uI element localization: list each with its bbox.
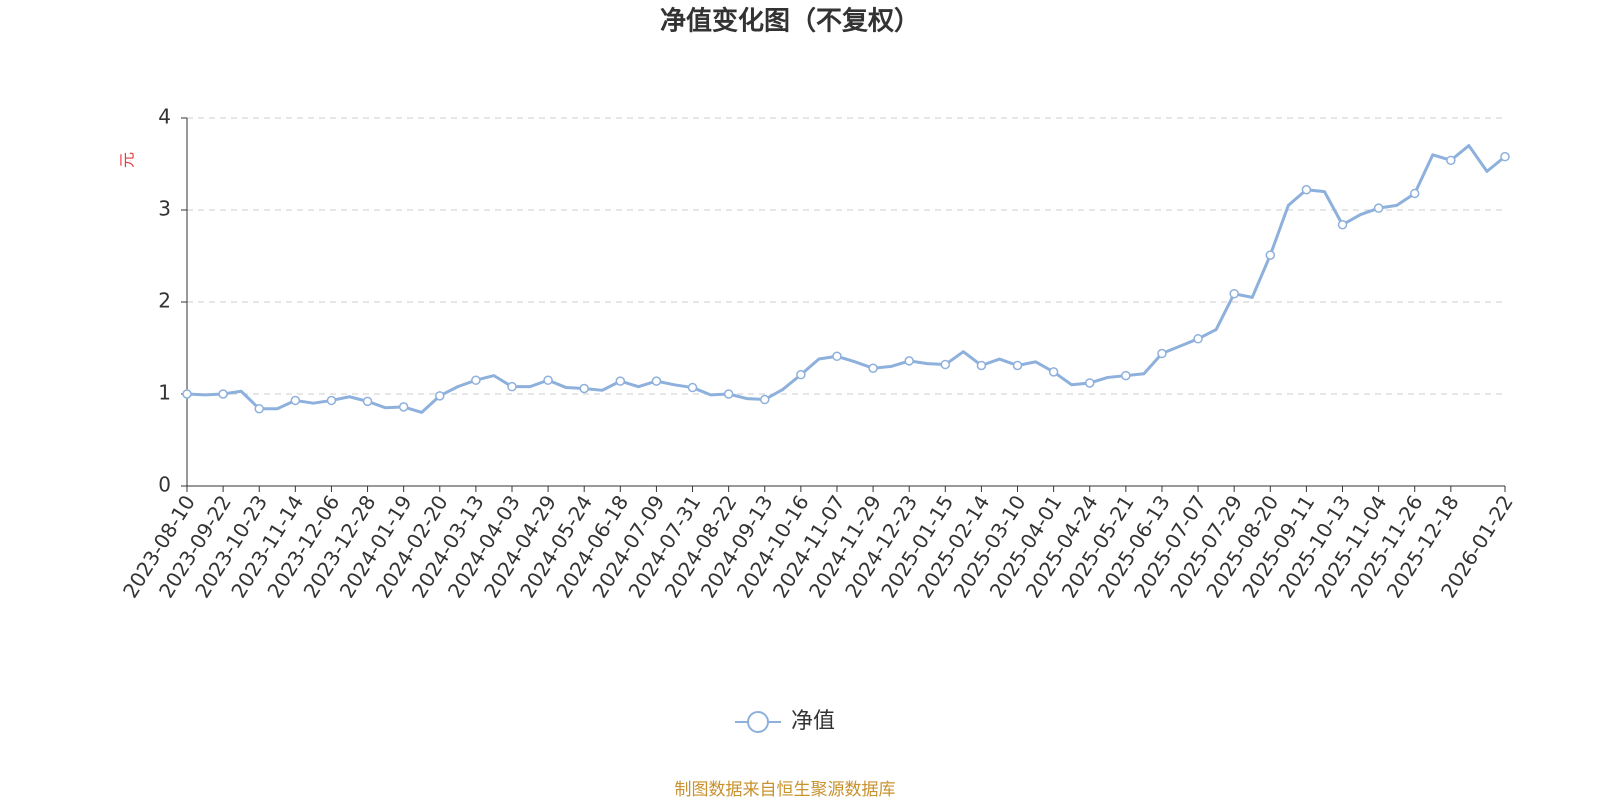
legend-marker [747,711,769,733]
data-point [1084,378,1095,388]
data-point [182,389,192,399]
data-point [1157,348,1167,359]
data-point [723,389,734,399]
data-point [615,376,626,386]
data-point [651,376,662,386]
y-tick-label: 2 [158,289,171,313]
data-point [1337,219,1348,230]
data-point [507,381,517,392]
data-point [976,360,987,371]
data-point [1048,367,1059,377]
legend-label: 净值 [791,709,835,734]
y-tick-label: 3 [158,197,171,221]
data-point [868,363,878,373]
data-point [1121,370,1131,381]
data-point [579,383,589,394]
data-point [326,395,337,406]
data-point [796,369,806,380]
data-point [940,359,951,370]
data-point [1012,360,1023,371]
data-point [290,395,301,406]
data-point [1446,155,1456,166]
data-point [904,356,914,366]
source-note: 制图数据来自恒生聚源数据库 [675,780,896,800]
data-point [1373,203,1384,213]
data-point [471,375,481,385]
chart-title: 净值变化图（不复权） [660,6,920,37]
data-point [398,402,409,412]
data-point [1229,288,1239,299]
data-point [687,382,698,393]
y-axis-label: 元 [118,152,137,168]
data-point [435,391,445,401]
data-point [218,389,228,399]
data-point [1265,250,1276,260]
y-tick-label: 1 [158,381,171,405]
data-point [1409,188,1420,199]
data-point [760,394,770,405]
data-point [362,396,373,407]
data-point [543,375,553,385]
data-point [1301,185,1312,195]
y-tick-label: 0 [158,473,171,497]
data-point [254,403,264,414]
data-point [832,351,842,362]
data-point [1193,334,1203,344]
y-tick-label: 4 [158,105,171,129]
data-point [1500,151,1510,162]
